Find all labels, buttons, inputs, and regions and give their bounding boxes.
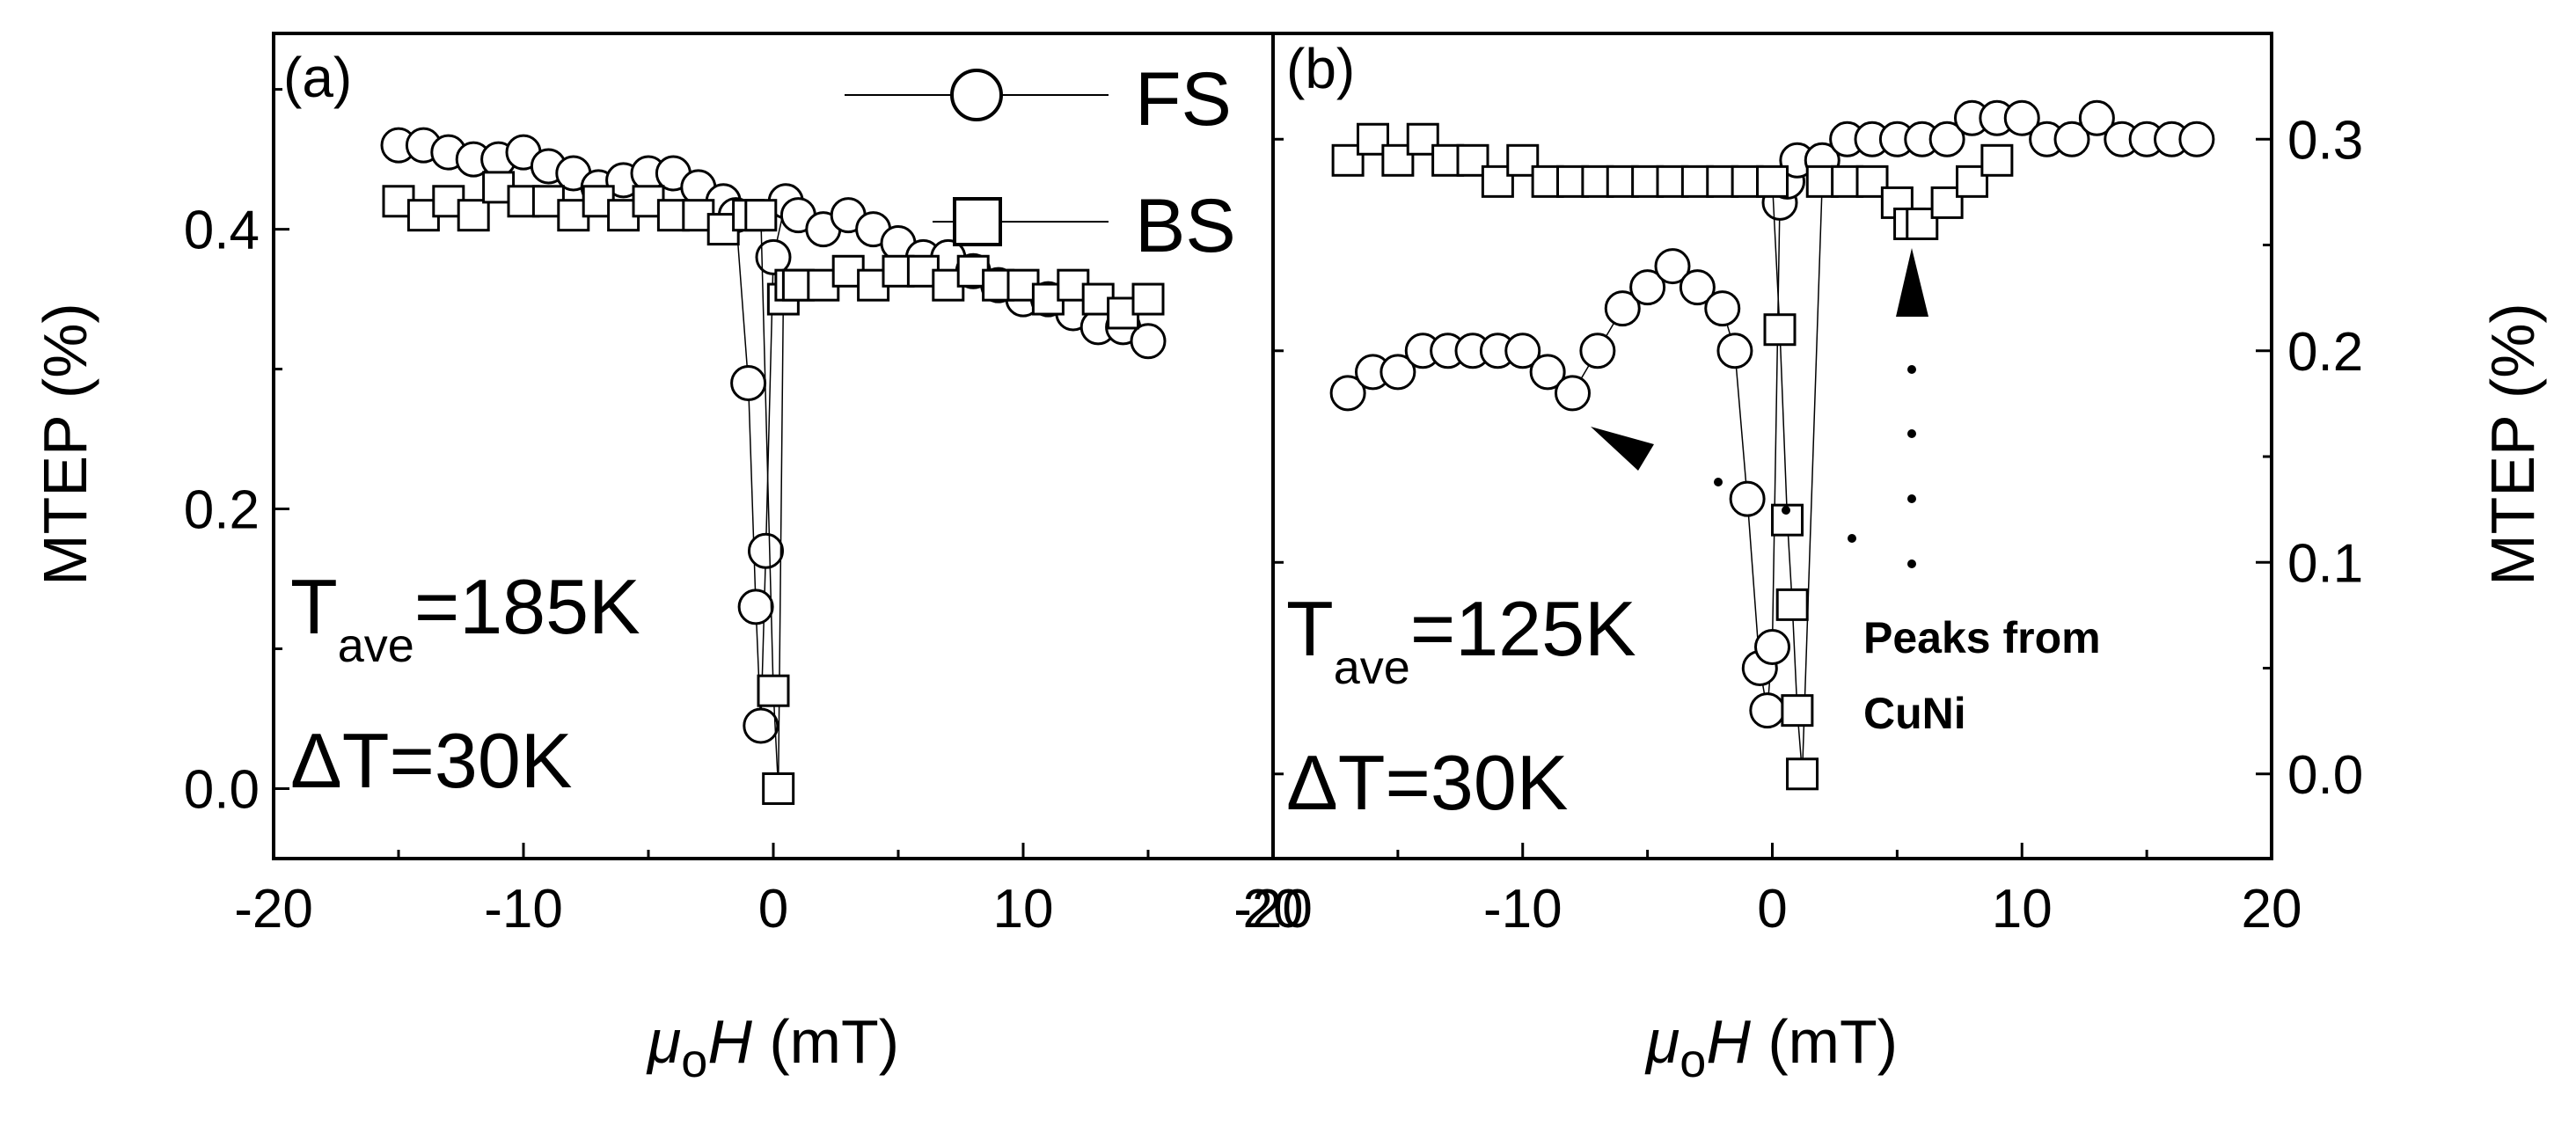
panel-b-fs-point — [2003, 99, 2040, 136]
panel-b-bs-point — [1786, 757, 1819, 791]
panel-b: -20 -10 0 10 20 0.0 0.1 0.2 0.3 (b) Tave=125K ΔT… — [1233, 32, 2547, 1087]
panel-b-x-tick-label: -10 — [1483, 879, 1562, 940]
right-peak-arrow — [1896, 248, 1928, 317]
panel-b-bs-point — [1506, 143, 1540, 177]
panel-a-annotation: Tave=185K ΔT=30K — [290, 563, 640, 804]
panel-b-fs-point — [1654, 248, 1691, 285]
panel-b-tave-text: Tave=125K — [1286, 585, 1636, 694]
panel-a-x-tick-label: 20 — [1243, 879, 1304, 940]
panel-a-x-axis-title: μoH (mT) — [646, 1007, 899, 1087]
panel-b-fs-point — [1504, 333, 1541, 369]
legend-bs-marker — [953, 197, 1002, 246]
panel-b-fs-point — [1754, 628, 1790, 665]
panel-b-bs-point — [1756, 165, 1789, 198]
panel-a-label: (a) — [283, 46, 352, 109]
panel-a-bs-point — [744, 199, 778, 232]
panel-a-ticks: -20 -10 0 10 20 0.0 0.2 0.4 — [184, 88, 1304, 940]
panel-b-fs-point — [1928, 121, 1965, 157]
panel-b-y-tick-label: 0.0 — [2287, 745, 2363, 806]
panel-b-y-axis-title: MTEP (%) — [2478, 303, 2547, 586]
panel-b-bs-point — [1781, 694, 1814, 728]
panel-a-x-tick-label: 10 — [993, 879, 1054, 940]
panel-b-x-tick-label: 10 — [1992, 879, 2053, 940]
panel-b-fs-point — [1704, 290, 1741, 327]
panel-a-x-tick-label: 0 — [758, 879, 788, 940]
panel-b-fs-point — [1716, 333, 1753, 369]
panel-b-fs-point — [1529, 354, 1566, 391]
panel-b-fs-point — [1579, 333, 1616, 369]
peak-arrows — [1591, 248, 1928, 568]
panel-a-y-tick-label: 0.2 — [184, 480, 260, 541]
panel-b-fs-point — [1749, 692, 1786, 729]
panel-a-fs-point — [755, 238, 792, 275]
panel-a-x-tick-label: -10 — [484, 879, 563, 940]
panel-b-fs-point — [2078, 99, 2115, 136]
panel-a-y-tick-label: 0.4 — [184, 201, 260, 261]
dotted-guide-left — [1714, 478, 1856, 543]
panel-b-fs-point — [1604, 290, 1641, 327]
panel-b-bs-point — [1357, 122, 1389, 156]
panel-a-fs-point — [737, 589, 774, 625]
panel-a-bs-point — [762, 772, 795, 806]
panel-a-x-tick-label: -20 — [234, 879, 313, 940]
panel-b-y-tick-label: 0.3 — [2287, 110, 2363, 171]
panel-a-fs-point — [743, 707, 779, 744]
panel-b-dt-text: ΔT=30K — [1286, 739, 1569, 826]
peaks-note-line1: Peaks from — [1863, 613, 2101, 662]
panel-b-ticks: -20 -10 0 10 20 0.0 0.1 0.2 0.3 — [1233, 110, 2363, 940]
panel-b-fs-point — [1555, 375, 1591, 412]
panel-b-label: (b) — [1286, 37, 1355, 100]
legend: FS BS — [845, 57, 1236, 268]
panel-b-x-axis-title: μoH (mT) — [1644, 1007, 1898, 1087]
panel-b-fs-point — [2178, 121, 2215, 157]
panel-b-fs-point — [1729, 480, 1766, 517]
panel-b-bs-point — [1980, 143, 2014, 177]
panel-a-bs-point — [1131, 282, 1165, 316]
panel-b-fs-point — [1379, 354, 1416, 391]
panel-b-fs-point — [2053, 121, 2090, 157]
panel-a-bs-point — [457, 199, 490, 232]
dotted-guide-right — [1907, 365, 1916, 568]
legend-fs-marker — [950, 69, 1003, 121]
panel-a-fs-point — [730, 364, 767, 401]
panel-b-bs-point — [1763, 313, 1797, 347]
panel-a-y-axis-title: MTEP (%) — [31, 303, 99, 586]
panel-b-data-marks — [1329, 99, 2215, 791]
panel-a-y-tick-label: 0.0 — [184, 760, 260, 821]
panel-b-bs-point — [1775, 588, 1809, 621]
panel-b-annotation: Tave=125K ΔT=30K Peaks from CuNi — [1286, 585, 2101, 826]
panel-b-x-tick-label: -20 — [1233, 879, 1313, 940]
panel-b-fs-point — [1629, 269, 1666, 306]
panel-b-fs-point — [1329, 375, 1366, 412]
legend-fs-label: FS — [1135, 57, 1232, 142]
legend-bs-label: BS — [1135, 184, 1236, 268]
panel-a-tave-text: Tave=185K — [290, 563, 640, 672]
left-peak-arrow — [1591, 427, 1654, 471]
panel-b-fs-point — [1679, 269, 1716, 306]
panel-a: -20 -10 0 10 20 0.0 0.2 0.4 (a) FS BS Tave=185K… — [31, 32, 1304, 1087]
panel-b-x-tick-label: 20 — [2242, 879, 2302, 940]
panel-b-x-tick-label: 0 — [1757, 879, 1787, 940]
peaks-note-line2: CuNi — [1863, 689, 1966, 738]
panel-b-y-tick-label: 0.1 — [2287, 533, 2363, 594]
panel-a-dt-text: ΔT=30K — [290, 717, 573, 804]
panel-a-bs-point — [757, 674, 790, 707]
panel-b-y-tick-label: 0.2 — [2287, 322, 2363, 383]
panel-a-fs-point — [1130, 323, 1167, 360]
panel-a-fs-point — [747, 532, 784, 569]
panel-a-data-marks — [380, 127, 1167, 806]
